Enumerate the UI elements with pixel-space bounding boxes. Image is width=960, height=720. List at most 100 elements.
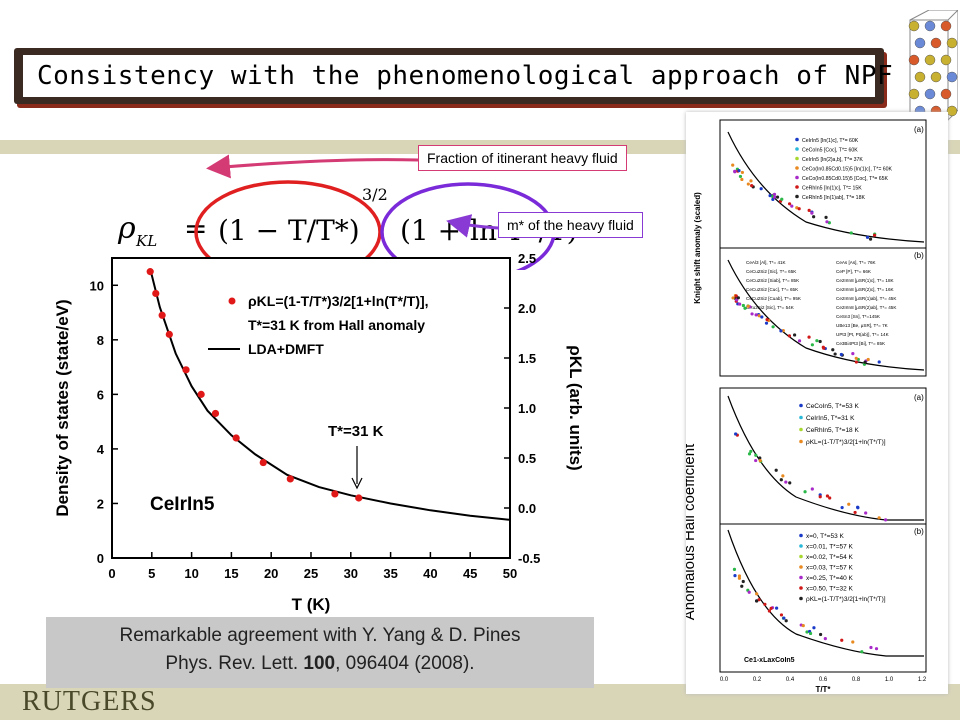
data-point (232, 434, 240, 442)
panel-legend-marker (795, 175, 799, 180)
figure-panels-svg: Knight shift anomaly (scaled) (a) (b) Ce… (681, 119, 927, 694)
panel-data-point (759, 187, 763, 191)
panel-data-point (810, 343, 814, 347)
panel-data-point (827, 221, 831, 225)
y-tick-label: 2 (97, 496, 104, 511)
x-tick-label: 30 (344, 566, 358, 581)
data-point (331, 490, 339, 498)
y2-tick-label: 1.5 (518, 351, 536, 366)
panel-data-point (760, 315, 764, 319)
panel-legend-marker (795, 185, 799, 189)
panel-data-point (831, 348, 835, 352)
panel-legend-item: CeIrIn5 [In(2)a,b], T*= 37K (802, 157, 863, 163)
panel-legend-item: x=0.01, T*=57 K (806, 544, 854, 551)
hall-material-label: Ce1-xLaxCoIn5 (744, 657, 795, 664)
formula-exponent: 3/2 (362, 185, 388, 204)
panel-data-point (801, 624, 805, 628)
annotation-arrowhead (351, 477, 363, 490)
y2-tick-label: 0.5 (518, 451, 536, 466)
panel-data-point (754, 458, 758, 463)
panel-data-point (738, 174, 743, 179)
panel-data-point (868, 237, 873, 241)
formula-lhs: ρ (117, 211, 136, 246)
panel-data-point (864, 511, 868, 515)
y2-tick-label: -0.5 (518, 551, 540, 566)
atom (930, 71, 942, 83)
panel-data-point (772, 195, 777, 199)
panel-data-point (815, 339, 819, 343)
panel-legend-item: ρKL=(1-T/T*)3/2[1+ln(T*/T)] (806, 439, 886, 446)
hall-curve-a (727, 395, 924, 521)
note-journal: Phys. Rev. Lett. (165, 653, 304, 674)
panel-data-point (807, 335, 811, 339)
panel-data-point (869, 645, 873, 650)
panel-data-point (737, 576, 741, 580)
note-volume: 100 (303, 653, 336, 674)
knight-curve-b (727, 259, 925, 371)
panel-data-point (787, 202, 792, 206)
panel-data-point (851, 640, 855, 644)
legend-item-dmft: LDA+DMFT (248, 341, 324, 357)
panel-data-point (877, 516, 881, 520)
atom (908, 20, 920, 32)
panel-data-point (731, 163, 735, 167)
panel-data-point (840, 506, 844, 510)
panel-data-point (738, 302, 742, 306)
note-line1: Remarkable agreement with Y. Yang & D. P… (119, 625, 521, 646)
data-point (152, 289, 160, 298)
title-box: Consistency with the phenomenological ap… (23, 55, 893, 97)
panel-data-point (772, 192, 777, 196)
panel-legend-item: CeCoIn5 [Coc], T*= 60K (802, 148, 858, 154)
panel-data-point (767, 609, 772, 613)
hall-y-label: Anomalous Hall coefficient (686, 443, 698, 620)
hall-x-tick-label: 1.2 (918, 677, 927, 683)
figure-panels: Knight shift anomaly (scaled) (a) (b) Ce… (681, 112, 948, 694)
x-axis-label: T (K) (292, 595, 331, 614)
hall-curve-b (727, 529, 924, 657)
atom (940, 54, 952, 66)
panel-legend-marker (799, 415, 803, 420)
panel-data-point (754, 453, 758, 457)
panel-legend-marker (795, 194, 799, 199)
panel-data-point (847, 502, 851, 506)
panel-legend-item: Ce2IrIn8 [μSR(2)ab], T*= 45K (836, 305, 897, 310)
panel-data-point (774, 468, 778, 472)
panel-data-point (740, 177, 744, 182)
panel-data-point (810, 487, 814, 491)
panel-legend-item: CeCu2Si2 [Sic], T*= 65K (746, 269, 797, 274)
panel-data-point (810, 211, 814, 215)
atom (914, 71, 926, 83)
data-point (197, 390, 205, 398)
y-tick-label: 0 (97, 551, 104, 566)
panel-data-point (747, 452, 752, 456)
panel-legend-marker (799, 554, 803, 559)
reference-note: Remarkable agreement with Y. Yang & D. P… (46, 617, 594, 688)
panel-data-point (793, 333, 797, 337)
y-tick-label: 8 (97, 333, 104, 348)
panel-data-point (790, 204, 794, 208)
panel-legend-item: Ce2IrIn8 [μSR(2)c], T*= 16K (836, 287, 895, 292)
hall-x-tick-label: 1.0 (885, 677, 894, 683)
atom (946, 71, 958, 83)
atom (924, 54, 936, 66)
panel-data-point (775, 606, 779, 610)
panel-legend-item: CeRhIn5 [In(1)c], T*= 15K (802, 186, 862, 192)
panel-data-point (763, 602, 767, 606)
atom (924, 20, 936, 32)
panel-legend-item: x=0.02, T*=54 K (806, 554, 854, 561)
panel-legend-item: CeAs [As], T*= 76K (836, 260, 877, 265)
panel-legend-marker (795, 137, 799, 142)
panel-data-point (732, 567, 737, 571)
panel-data-point (733, 573, 737, 578)
itinerant-circle (194, 180, 382, 270)
atom (946, 105, 958, 117)
panel-legend-marker (799, 565, 803, 569)
panel-legend-item: CeCoIn5, T*=53 K (806, 403, 859, 410)
panel-data-point (797, 207, 801, 211)
legend-item-rho: ρKL=(1-T/T*)3/2[1+ln(T*/T)], (248, 293, 429, 309)
panel-legend-marker (795, 147, 799, 151)
series-line-lda-dmft (149, 268, 511, 521)
panel-legend-item: CeAl3 [Al], T*= 41K (746, 260, 787, 265)
panel-data-point (808, 631, 813, 636)
title-frame: Consistency with the phenomenological ap… (14, 48, 893, 104)
